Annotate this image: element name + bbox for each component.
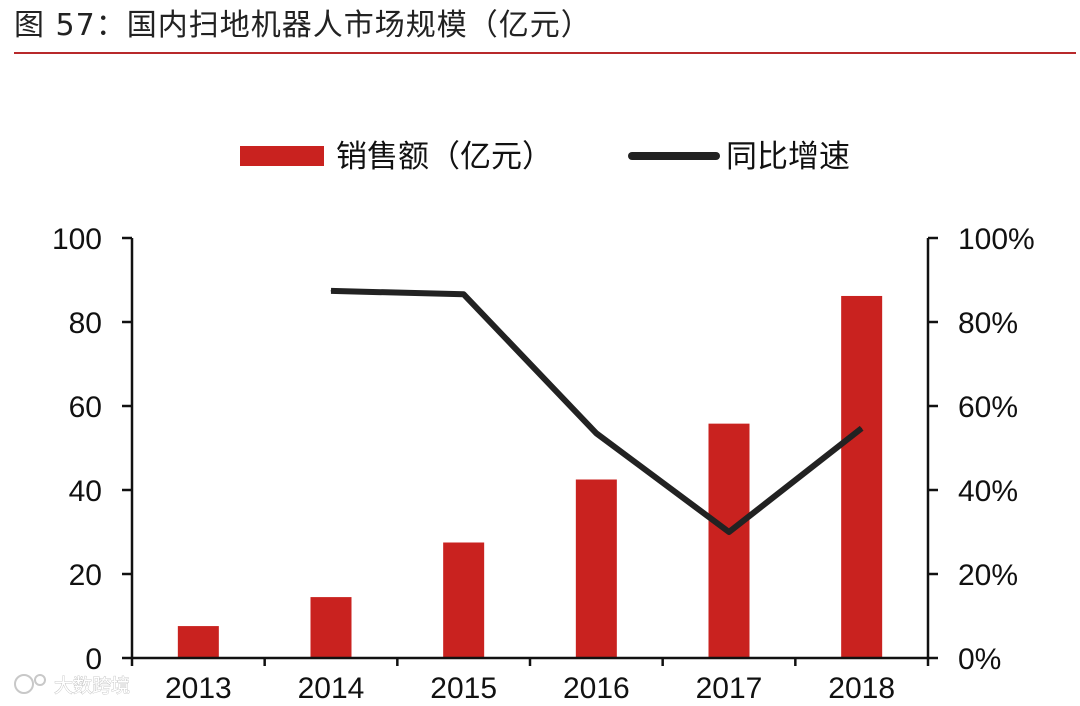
watermark: 大数跨境: [14, 674, 130, 697]
chart-axes: 0 20 40 60 80 100 0% 20% 40% 60% 80% 100% 2013 2014 20…: [52, 223, 1035, 705]
right-tick-label: 40%: [958, 475, 1018, 508]
right-tick-label: 60%: [958, 391, 1018, 424]
x-tick-label-2015: 2015: [430, 672, 497, 705]
chart-legend: 销售额（亿元） 同比增速: [240, 139, 850, 175]
left-tick-label: 40: [69, 475, 102, 508]
watermark-logo-dot-icon: [34, 674, 46, 686]
legend-label-growth: 同比增速: [726, 139, 850, 175]
left-tick-label: 60: [69, 391, 102, 424]
left-tick-label: 100: [52, 223, 102, 256]
legend-label-sales: 销售额（亿元）: [336, 139, 553, 175]
right-tick-label: 0%: [958, 643, 1001, 676]
bar-2015: [443, 542, 485, 658]
left-tick-label: 80: [69, 307, 102, 340]
x-tick-label-2017: 2017: [696, 672, 763, 705]
x-tick-label-2014: 2014: [298, 672, 365, 705]
figure-title: 图 57：国内扫地机器人市场规模（亿元）: [14, 8, 592, 43]
left-tick-label: 0: [85, 643, 102, 676]
line-series: [330, 287, 864, 535]
bar-2014: [310, 597, 352, 658]
growth-point-2014: [330, 290, 332, 292]
watermark-text: 大数跨境: [54, 675, 130, 697]
right-tick-label: 80%: [958, 307, 1018, 340]
bar-2017: [708, 423, 750, 658]
right-tick-label: 20%: [958, 559, 1018, 592]
x-tick-label-2013: 2013: [165, 672, 232, 705]
left-tick-label: 20: [69, 559, 102, 592]
legend-swatch-sales: [240, 146, 324, 166]
growth-point-2018: [861, 427, 863, 429]
bar-series: [177, 295, 883, 658]
x-tick-label-2018: 2018: [828, 672, 895, 705]
growth-point-2016: [595, 432, 597, 434]
watermark-logo-icon: [14, 674, 34, 694]
right-tick-label: 100%: [958, 223, 1035, 256]
bar-2018: [841, 295, 883, 658]
x-tick-label-2016: 2016: [563, 672, 630, 705]
bar-2016: [575, 479, 617, 658]
growth-point-2015: [463, 293, 465, 295]
growth-point-2017: [728, 531, 730, 533]
title-underline: [14, 52, 1076, 54]
bar-2013: [177, 626, 219, 658]
